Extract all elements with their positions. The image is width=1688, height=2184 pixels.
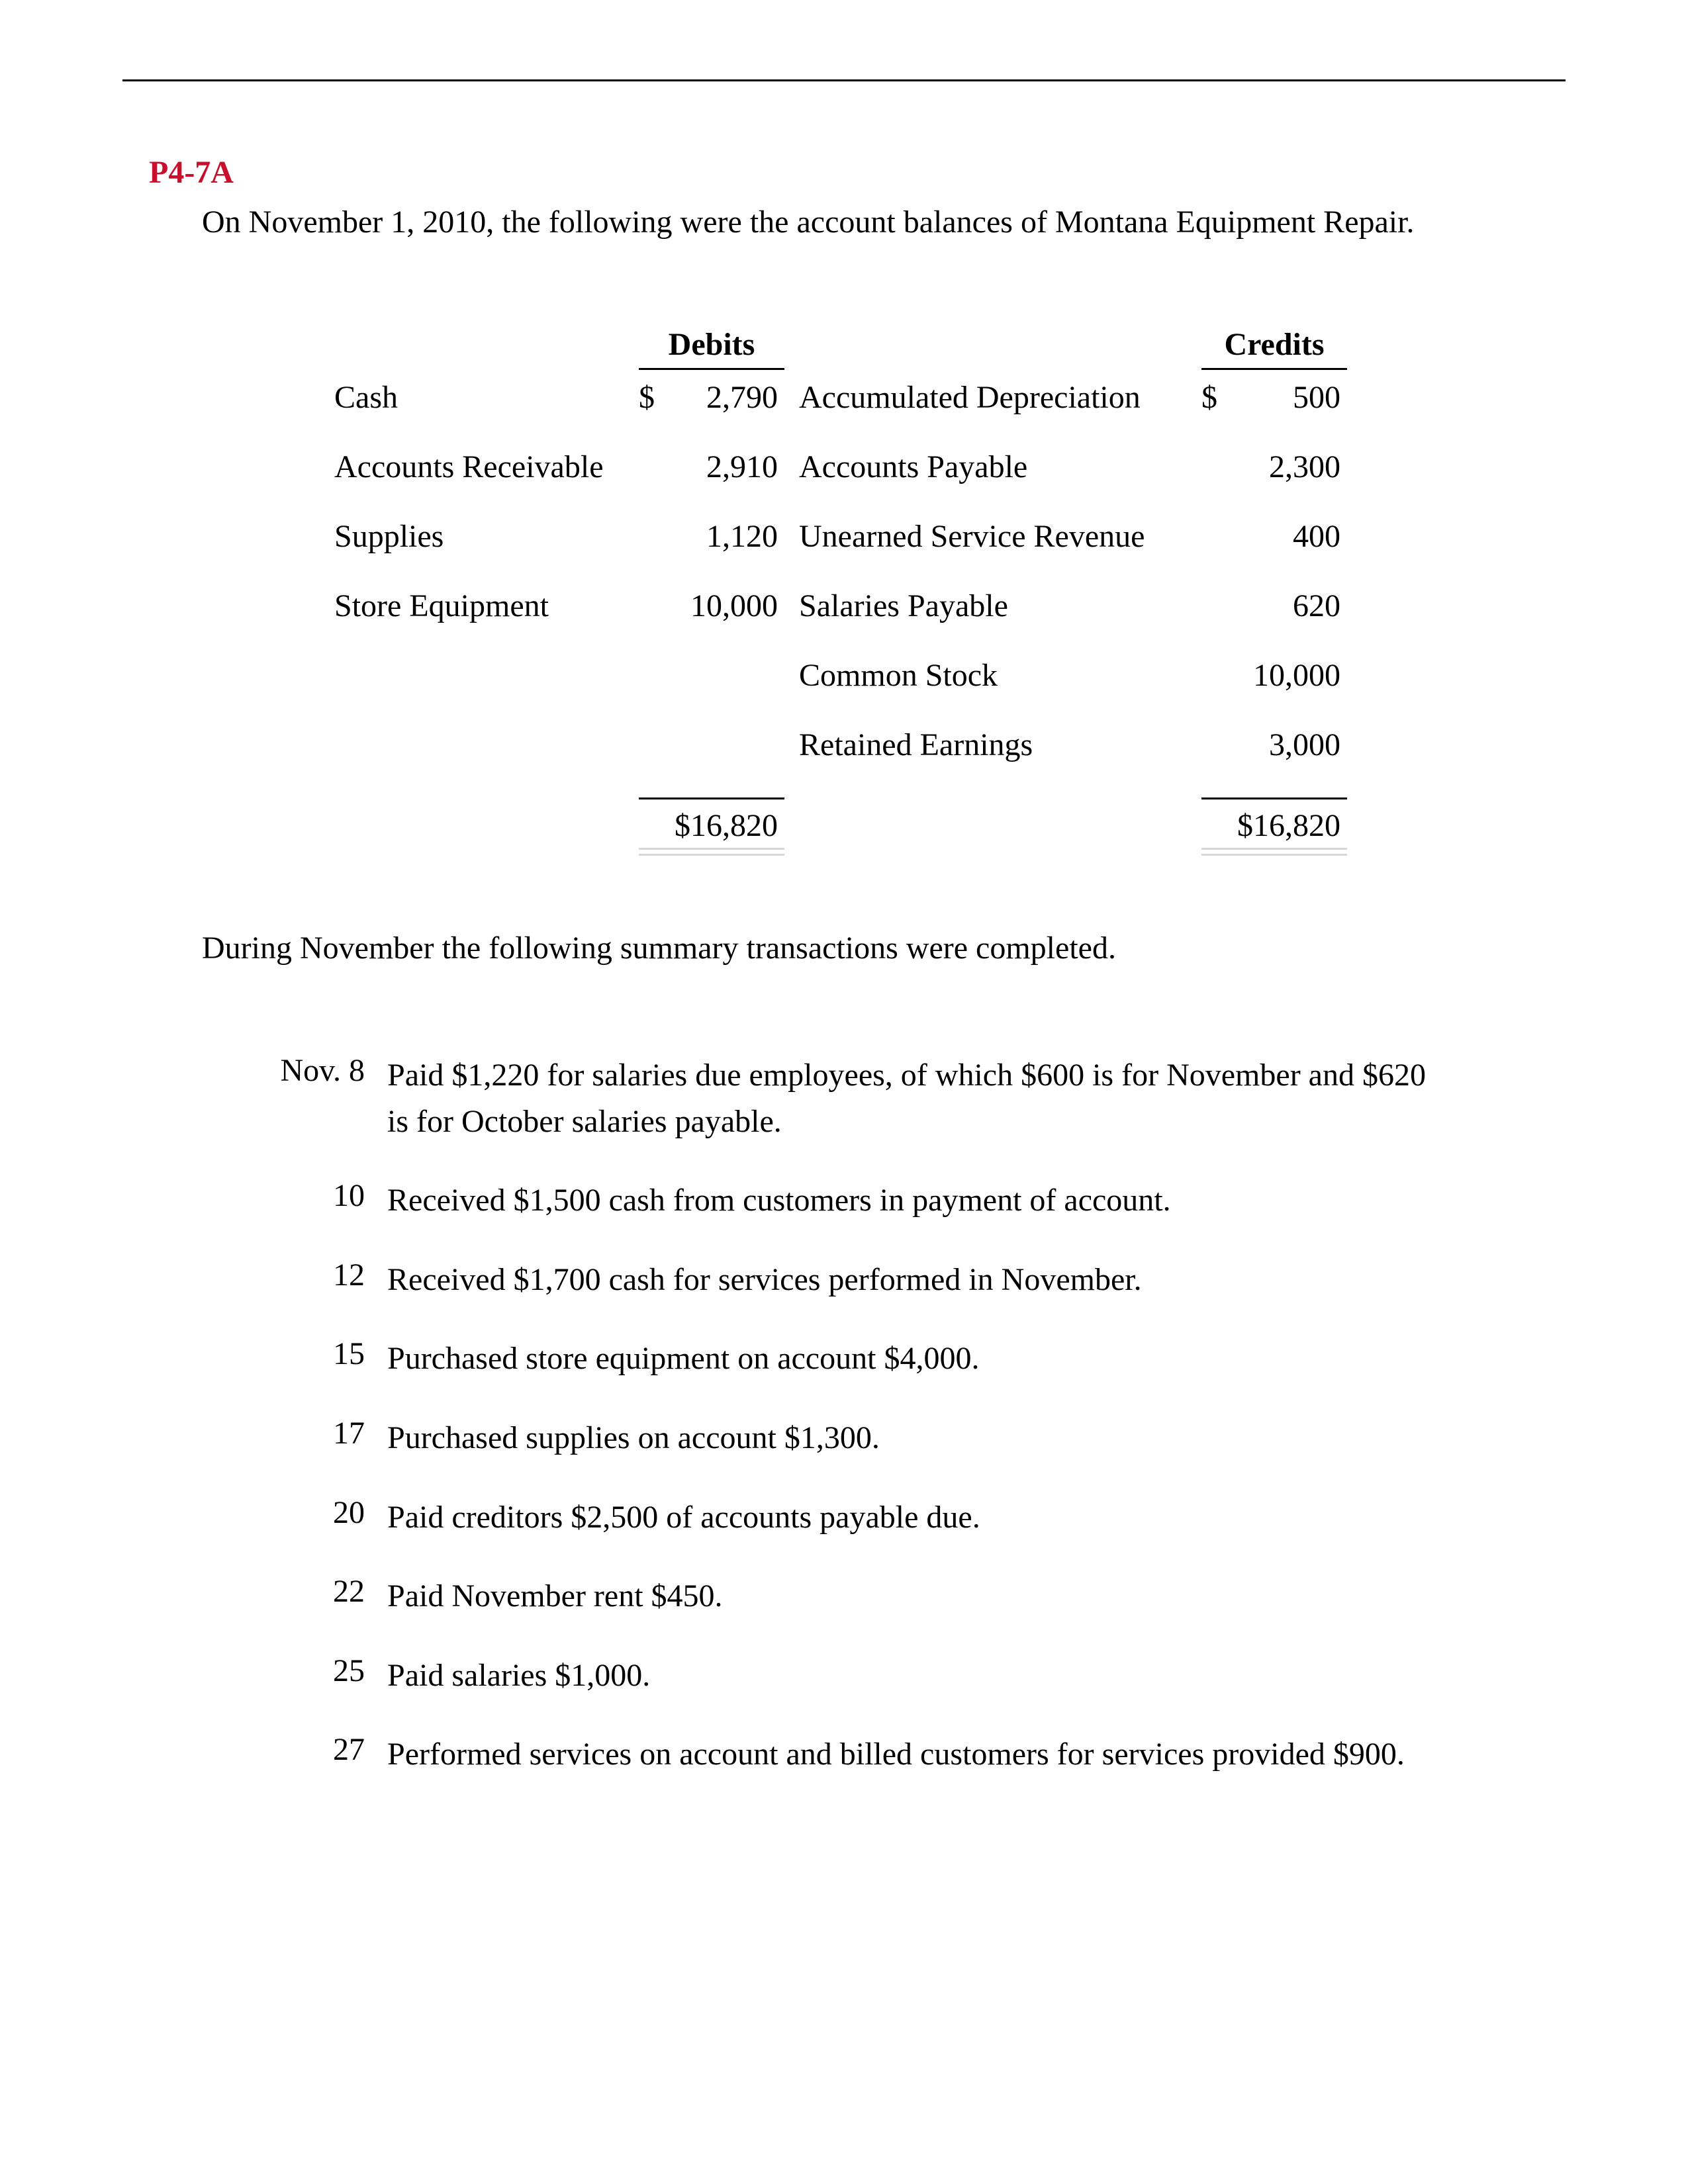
transaction-row: 12 Received $1,700 cash for services per… (248, 1257, 1446, 1303)
balance-table: Debits Credits Cash $ 2,790 Accumulated … (334, 326, 1420, 844)
credit-amount: 400 (1201, 518, 1347, 555)
credit-label: Retained Earnings (784, 727, 1201, 763)
transaction-date: 20 (248, 1494, 387, 1531)
transaction-description: Paid salaries $1,000. (387, 1653, 1446, 1699)
credit-total: $16,820 (1201, 797, 1347, 844)
transaction-description: Performed services on account and billed… (387, 1731, 1446, 1778)
transaction-date: 25 (248, 1653, 387, 1689)
during-paragraph: During November the following summary tr… (202, 930, 1566, 966)
transaction-date: 22 (248, 1573, 387, 1610)
transactions-table: Nov. 8 Paid $1,220 for salaries due empl… (248, 1052, 1446, 1778)
transaction-row: 22 Paid November rent $450. (248, 1573, 1446, 1619)
transaction-row: 17 Purchased supplies on account $1,300. (248, 1415, 1446, 1461)
transaction-date: 15 (248, 1336, 387, 1372)
debit-amount: 2,910 (639, 449, 784, 485)
intro-paragraph: On November 1, 2010, the following were … (202, 204, 1566, 240)
transaction-date: 10 (248, 1177, 387, 1214)
amount-value: 500 (1293, 379, 1340, 416)
transaction-row: Nov. 8 Paid $1,220 for salaries due empl… (248, 1052, 1446, 1144)
transaction-row: 15 Purchased store equipment on account … (248, 1336, 1446, 1382)
transaction-description: Paid creditors $2,500 of accounts payabl… (387, 1494, 1446, 1541)
debit-amount: $ 2,790 (639, 379, 784, 416)
transaction-date: 17 (248, 1415, 387, 1451)
credits-header: Credits (1201, 326, 1347, 370)
day-number: 8 (349, 1053, 365, 1088)
balance-row: Supplies 1,120 Unearned Service Revenue … (334, 518, 1420, 555)
transaction-description: Purchased store equipment on account $4,… (387, 1336, 1446, 1382)
transaction-description: Paid November rent $450. (387, 1573, 1446, 1619)
credit-amount: 2,300 (1201, 449, 1347, 485)
balance-row: Store Equipment 10,000 Salaries Payable … (334, 588, 1420, 624)
page-container: P4-7A On November 1, 2010, the following… (0, 0, 1688, 1778)
top-horizontal-rule (122, 79, 1566, 81)
credit-amount: 620 (1201, 588, 1347, 624)
totals-row: $16,820 $16,820 (334, 794, 1420, 844)
debit-total: $16,820 (639, 797, 784, 844)
amount-value: 2,790 (706, 379, 778, 416)
debit-label: Store Equipment (334, 588, 639, 624)
transaction-description: Purchased supplies on account $1,300. (387, 1415, 1446, 1461)
transaction-description: Received $1,500 cash from customers in p… (387, 1177, 1446, 1224)
balance-table-header-row: Debits Credits (334, 326, 1420, 370)
transaction-row: 25 Paid salaries $1,000. (248, 1653, 1446, 1699)
month-label: Nov. (280, 1053, 341, 1088)
credit-label: Accounts Payable (784, 449, 1201, 485)
transaction-description: Received $1,700 cash for services perfor… (387, 1257, 1446, 1303)
debit-label: Cash (334, 379, 639, 416)
debit-label: Supplies (334, 518, 639, 555)
header-spacer (784, 326, 1201, 370)
credit-amount: 3,000 (1201, 727, 1347, 763)
transaction-row: 20 Paid creditors $2,500 of accounts pay… (248, 1494, 1446, 1541)
currency-symbol: $ (639, 379, 655, 416)
transaction-row: 27 Performed services on account and bil… (248, 1731, 1446, 1778)
transaction-date: 12 (248, 1257, 387, 1293)
debits-header: Debits (639, 326, 784, 370)
transaction-description: Paid $1,220 for salaries due employees, … (387, 1052, 1446, 1144)
credit-label: Accumulated Depreciation (784, 379, 1201, 416)
currency-symbol: $ (1201, 379, 1217, 416)
transaction-row: 10 Received $1,500 cash from customers i… (248, 1177, 1446, 1224)
credit-label: Common Stock (784, 657, 1201, 694)
credit-label: Salaries Payable (784, 588, 1201, 624)
balance-row: Retained Earnings 3,000 (334, 727, 1420, 763)
debit-amount: 1,120 (639, 518, 784, 555)
credit-amount: 10,000 (1201, 657, 1347, 694)
credit-label: Unearned Service Revenue (784, 518, 1201, 555)
transaction-date: 27 (248, 1731, 387, 1768)
debit-amount: 10,000 (639, 588, 784, 624)
credit-amount: $500 (1201, 379, 1347, 416)
balance-row: Accounts Receivable 2,910 Accounts Payab… (334, 449, 1420, 485)
problem-heading: P4-7A (149, 154, 1566, 191)
balance-row: Cash $ 2,790 Accumulated Depreciation $5… (334, 379, 1420, 416)
debit-label: Accounts Receivable (334, 449, 639, 485)
transaction-date: Nov. 8 (248, 1052, 387, 1089)
balance-row: Common Stock 10,000 (334, 657, 1420, 694)
